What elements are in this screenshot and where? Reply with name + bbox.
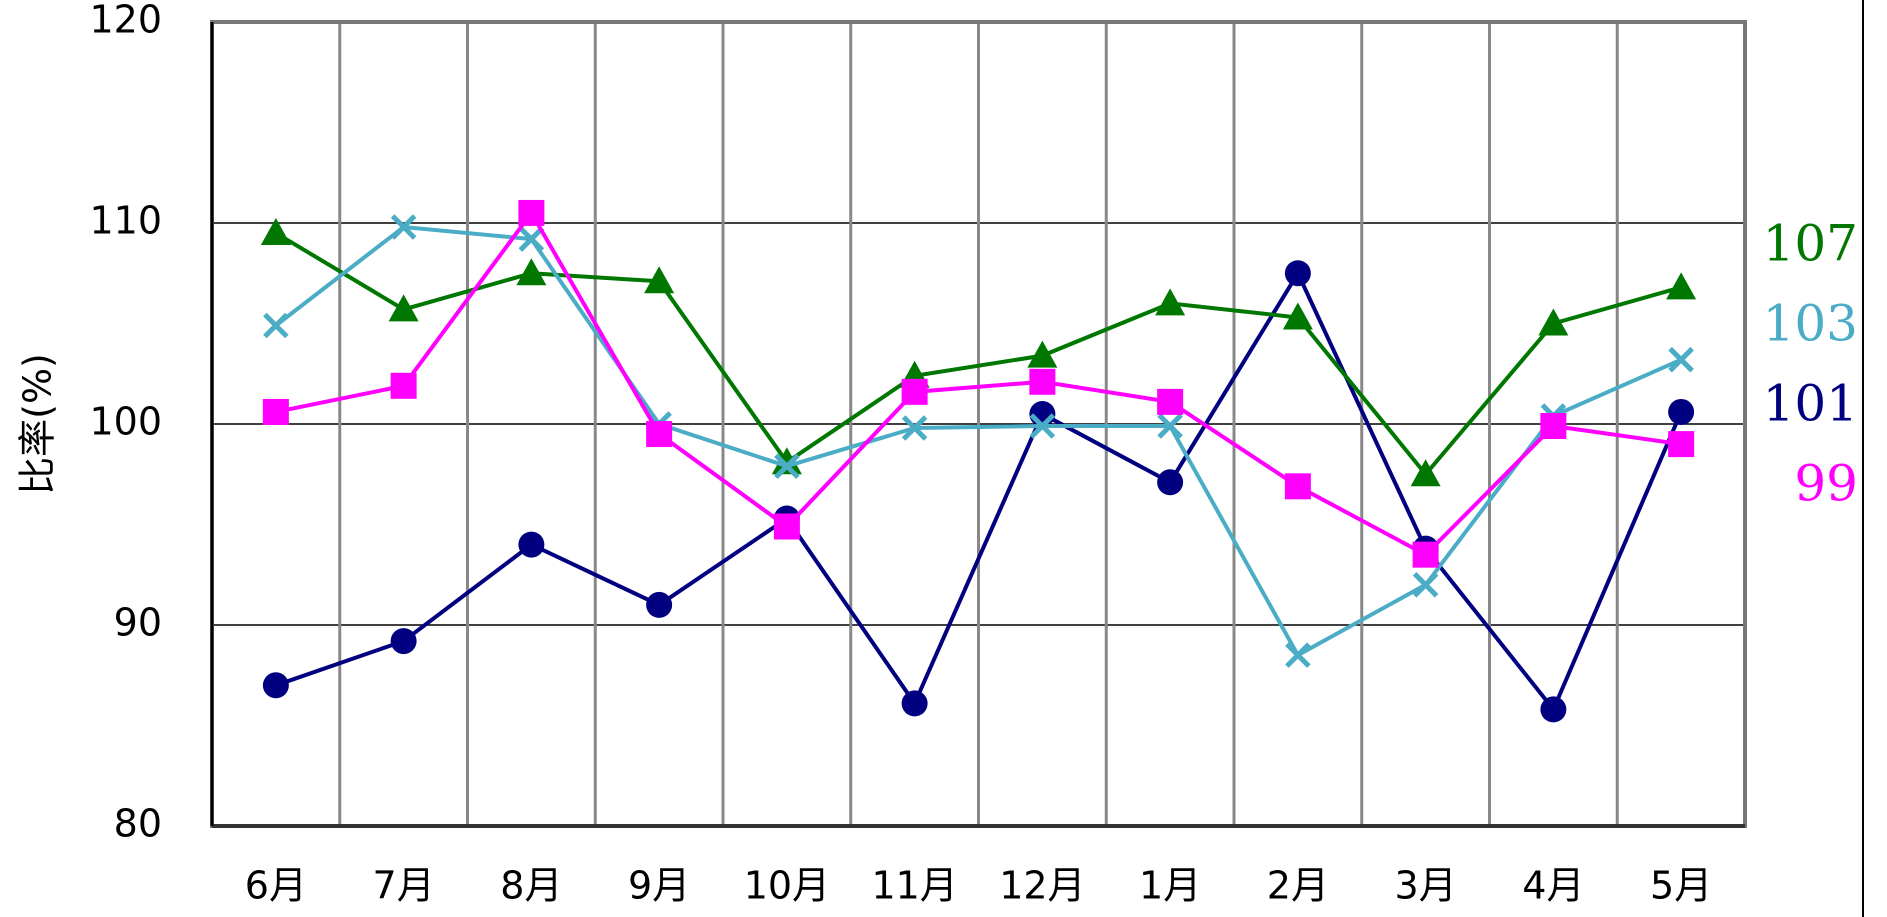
point <box>1538 308 1569 336</box>
point <box>390 628 417 655</box>
x-tick-label: 9月 <box>628 864 690 908</box>
point <box>390 372 417 399</box>
point <box>1157 388 1184 415</box>
x-tick-label: 10月 <box>744 864 830 908</box>
point <box>1029 413 1056 439</box>
x-tick-label: 4月 <box>1522 864 1584 908</box>
point <box>1285 642 1311 668</box>
point <box>1029 368 1056 395</box>
point <box>518 226 545 252</box>
point <box>773 513 800 540</box>
point <box>388 294 419 322</box>
x-tick-label: 6月 <box>245 864 307 908</box>
point <box>1157 413 1183 439</box>
point <box>1027 340 1058 368</box>
point <box>260 218 291 246</box>
point <box>390 214 417 240</box>
point <box>518 199 545 226</box>
series-line <box>275 209 1682 558</box>
x-tick-label: 3月 <box>1395 864 1457 908</box>
point <box>1668 431 1695 458</box>
series-line <box>275 269 1683 714</box>
point <box>1668 398 1695 425</box>
x-tick-label: 8月 <box>500 864 562 908</box>
y-tick-label: 100 <box>89 400 162 444</box>
point <box>262 672 289 699</box>
y-tick-label: 120 <box>89 0 162 42</box>
point <box>1284 473 1311 500</box>
point <box>1410 459 1441 487</box>
y-tick-label: 90 <box>114 601 162 645</box>
end-label: 101 <box>1763 374 1858 432</box>
point <box>263 312 289 339</box>
y-tick-label: 110 <box>89 199 162 243</box>
end-label: 107 <box>1763 214 1858 272</box>
series-line <box>274 231 1682 478</box>
point <box>1282 302 1313 330</box>
point <box>644 266 675 294</box>
point <box>1668 346 1694 373</box>
x-tick-label: 1月 <box>1139 864 1201 908</box>
point <box>1412 572 1439 598</box>
point <box>1540 696 1567 723</box>
x-tick-label: 2月 <box>1267 864 1329 908</box>
point <box>1157 469 1184 496</box>
end-label: 103 <box>1763 294 1858 352</box>
y-axis-label: 比率(%) <box>16 353 60 495</box>
point <box>1412 541 1439 568</box>
point <box>901 690 928 717</box>
series-line <box>274 224 1682 658</box>
point <box>1284 260 1311 287</box>
x-tick-label: 5月 <box>1650 864 1712 908</box>
x-tick-label: 12月 <box>999 864 1085 908</box>
point <box>646 591 673 618</box>
point <box>901 378 928 405</box>
point <box>262 398 289 425</box>
x-tick-label: 7月 <box>373 864 435 908</box>
end-label: 99 <box>1794 454 1858 512</box>
y-tick-label: 80 <box>114 802 162 846</box>
point <box>646 421 673 448</box>
point <box>1540 413 1567 440</box>
point <box>1666 272 1697 300</box>
point <box>771 447 802 475</box>
x-tick-label: 11月 <box>871 864 957 908</box>
point <box>518 531 545 558</box>
point <box>774 453 800 479</box>
point <box>516 258 547 286</box>
point <box>901 415 928 441</box>
point <box>1155 288 1186 316</box>
